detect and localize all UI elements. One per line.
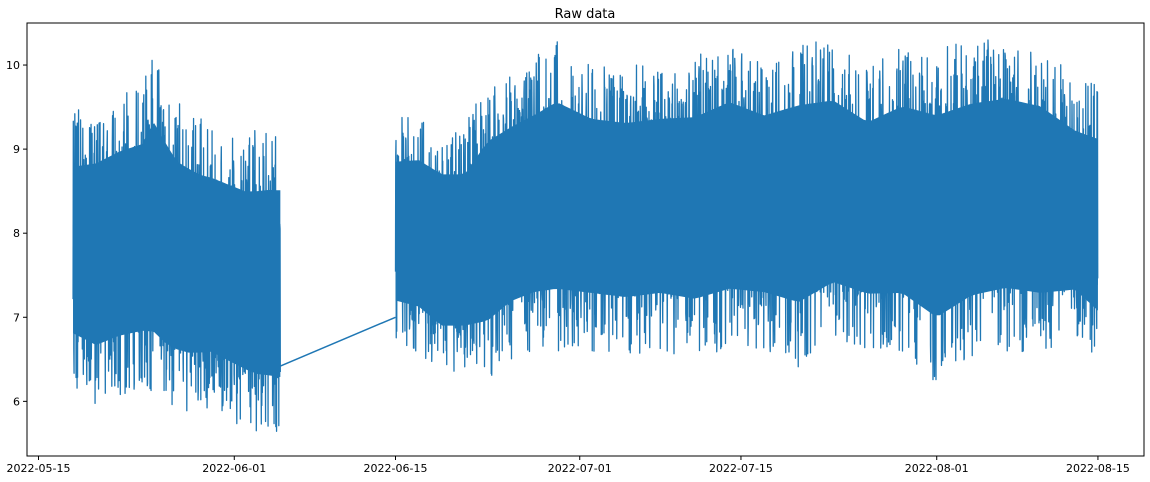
x-tick-label: 2022-06-01 [202, 462, 266, 475]
x-axis: 2022-05-15 2022-06-01 2022-06-15 2022-07-01… [7, 456, 1130, 475]
x-tick-label: 2022-08-15 [1066, 462, 1130, 475]
x-tick-label: 2022-08-01 [905, 462, 969, 475]
plot-frame [26, 22, 1145, 457]
y-axis: 6 7 8 9 10 [6, 59, 27, 408]
y-tick-label: 7 [13, 311, 20, 324]
x-tick-label: 2022-06-15 [364, 462, 428, 475]
gap-bridge-line [280, 316, 396, 367]
x-tick-label: 2022-05-15 [7, 462, 71, 475]
y-tick-label: 6 [13, 395, 20, 408]
plot-area [72, 39, 1099, 432]
y-tick-label: 10 [6, 59, 20, 72]
chart-title: Raw data [555, 7, 616, 22]
series-line [72, 39, 1099, 432]
y-tick-label: 8 [13, 227, 20, 240]
x-tick-label: 2022-07-01 [548, 462, 612, 475]
y-tick-label: 9 [13, 143, 20, 156]
series-density-core [73, 123, 281, 377]
series-density-core [395, 98, 1098, 326]
x-tick-label: 2022-07-15 [709, 462, 773, 475]
